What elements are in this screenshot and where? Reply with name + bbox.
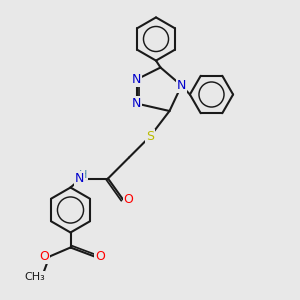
- Text: N: N: [132, 73, 141, 86]
- Text: N: N: [177, 79, 186, 92]
- Text: O: O: [124, 193, 133, 206]
- Text: N: N: [132, 97, 141, 110]
- Text: O: O: [39, 250, 49, 263]
- Text: CH₃: CH₃: [24, 272, 45, 282]
- Text: O: O: [95, 250, 105, 263]
- Text: H: H: [79, 170, 88, 180]
- Text: S: S: [146, 130, 154, 143]
- Text: N: N: [75, 172, 84, 185]
